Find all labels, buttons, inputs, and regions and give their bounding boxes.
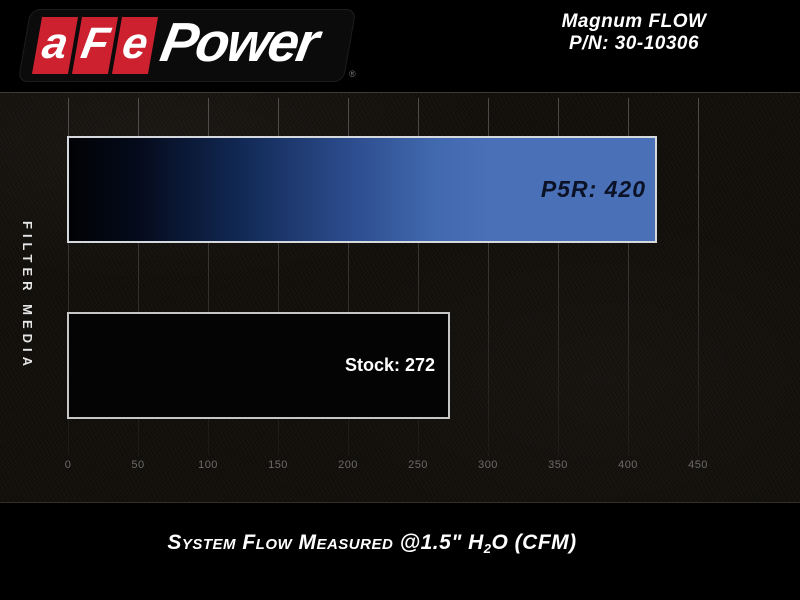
flow-bar-chart: FILTER MEDIA P5R: 420 Stock: 272 0 50 10…: [0, 92, 800, 503]
x-tick-label: 350: [548, 459, 568, 471]
x-tick-label: 250: [408, 459, 428, 471]
bar-p5r-value-label: P5R: 420: [540, 176, 646, 202]
afe-power-logo: a F e Power: [17, 9, 357, 82]
registered-trademark-symbol: ®: [349, 69, 356, 79]
logo-letter-e: e: [111, 17, 159, 74]
part-number: P/N: 30-10306: [568, 33, 700, 54]
footer: System Flow Measured @1.5" H2O (CFM): [0, 503, 800, 600]
x-tick-label: 450: [688, 459, 708, 471]
logo-power-text: Power: [156, 11, 323, 73]
y-axis-label: FILTER MEDIA: [20, 221, 35, 372]
x-tick-label: 400: [618, 459, 638, 471]
bar-p5r: P5R: 420: [67, 136, 657, 243]
logo-letter-f: F: [71, 17, 119, 74]
product-info: Magnum FLOW P/N: 30-10306: [500, 11, 768, 55]
gridline: [558, 98, 559, 456]
gridline: [418, 98, 419, 456]
x-tick-label: 200: [338, 459, 358, 471]
x-tick-label: 0: [64, 459, 72, 471]
bar-stock: Stock: 272: [67, 312, 450, 419]
gridline: [698, 98, 699, 456]
logo-letter-a: a: [31, 17, 79, 74]
caption-text-end: O (CFM): [491, 531, 577, 554]
product-name: Magnum FLOW: [561, 11, 707, 32]
x-tick-label: 50: [131, 459, 145, 471]
gridline: [488, 98, 489, 456]
x-tick-label: 100: [198, 459, 218, 471]
chart-caption: System Flow Measured @1.5" H2O (CFM): [0, 531, 744, 556]
x-tick-label: 150: [268, 459, 288, 471]
gridline: [628, 98, 629, 456]
gridline: [68, 98, 69, 456]
caption-text-start: System Flow Measured @1.5" H: [167, 531, 484, 554]
x-tick-label: 300: [478, 459, 498, 471]
caption-subscript: 2: [483, 541, 492, 556]
header: a F e Power ® Magnum FLOW P/N: 30-10306: [0, 0, 800, 92]
gridline: [208, 98, 209, 456]
gridline: [138, 98, 139, 456]
gridline: [278, 98, 279, 456]
gridline: [348, 98, 349, 456]
bar-stock-value-label: Stock: 272: [344, 355, 435, 375]
